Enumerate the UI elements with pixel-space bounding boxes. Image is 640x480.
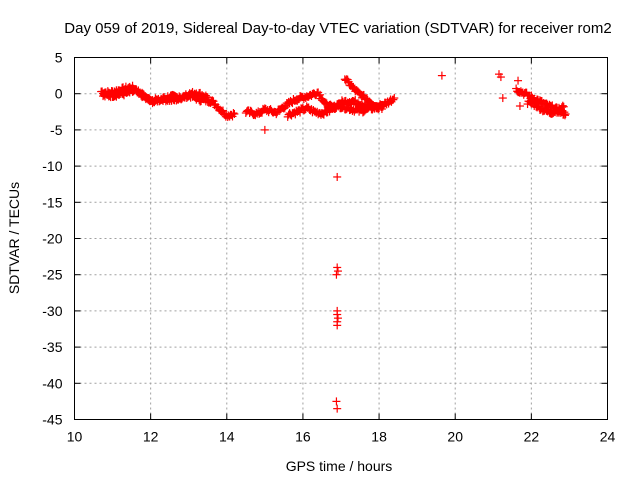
data-point <box>203 93 212 102</box>
x-tick-label: 14 <box>219 429 235 445</box>
y-tick-label: -10 <box>42 158 62 174</box>
data-point <box>280 103 289 112</box>
data-point <box>209 97 218 106</box>
data-point <box>437 71 446 80</box>
data-point <box>333 172 342 181</box>
y-tick-label: 0 <box>55 86 63 102</box>
y-tick-label: -45 <box>42 412 62 428</box>
data-point <box>351 96 360 105</box>
data-point <box>230 109 239 118</box>
data-point <box>375 104 384 113</box>
data-point <box>334 99 343 108</box>
y-tick-label: -5 <box>50 122 63 138</box>
data-point <box>218 106 227 115</box>
data-point <box>561 109 570 118</box>
data-point <box>390 94 399 103</box>
y-tick-label: -40 <box>42 375 62 391</box>
data-point <box>333 321 342 330</box>
data-point <box>332 270 341 279</box>
data-point <box>260 125 269 134</box>
x-tick-label: 20 <box>447 429 463 445</box>
data-point <box>272 110 281 119</box>
data-point <box>378 102 387 111</box>
data-point <box>201 91 210 100</box>
y-tick-label: -15 <box>42 194 62 210</box>
data-point <box>316 90 325 99</box>
data-point <box>389 95 398 104</box>
x-tick-label: 10 <box>67 429 83 445</box>
data-point <box>332 397 341 406</box>
data-point <box>498 94 507 103</box>
data-point <box>333 267 342 276</box>
x-axis-title: GPS time / hours <box>286 458 393 474</box>
plot-frame <box>74 57 608 420</box>
y-tick-label: -30 <box>42 303 62 319</box>
data-point <box>333 310 342 319</box>
data-point <box>496 73 505 82</box>
data-point <box>514 76 523 85</box>
data-point <box>560 111 569 120</box>
y-tick-label: -35 <box>42 339 62 355</box>
data-point <box>229 109 238 118</box>
chart-title: Day 059 of 2019, Sidereal Day-to-day VTE… <box>64 20 611 37</box>
data-point <box>293 96 302 105</box>
data-point <box>558 101 567 110</box>
y-tick-label: -25 <box>42 267 62 283</box>
data-point <box>359 90 368 99</box>
data-point <box>373 103 382 112</box>
x-tick-label: 18 <box>371 429 387 445</box>
y-tick-label: 5 <box>55 50 63 66</box>
data-point <box>559 102 568 111</box>
data-points <box>97 70 570 413</box>
data-point <box>330 104 339 113</box>
data-point <box>534 101 543 110</box>
data-point <box>333 314 342 323</box>
y-axis-title: SDTVAR / TECUs <box>6 182 22 294</box>
data-point <box>208 96 217 105</box>
x-tick-label: 12 <box>143 429 159 445</box>
data-point <box>333 404 342 413</box>
y-tick-label: -20 <box>42 231 62 247</box>
data-point <box>343 75 352 84</box>
grid-lines <box>74 57 608 420</box>
data-point <box>333 263 342 272</box>
data-point <box>515 102 524 111</box>
x-tick-label: 16 <box>295 429 311 445</box>
x-tick-label: 24 <box>600 429 616 445</box>
x-tick-label: 22 <box>524 429 540 445</box>
data-point <box>374 105 383 114</box>
axis-ticks: 10 12 14 16 18 20 22 24 5 0 -5 -10 -15 -20 -25 -30 -35 -4… <box>42 50 615 445</box>
